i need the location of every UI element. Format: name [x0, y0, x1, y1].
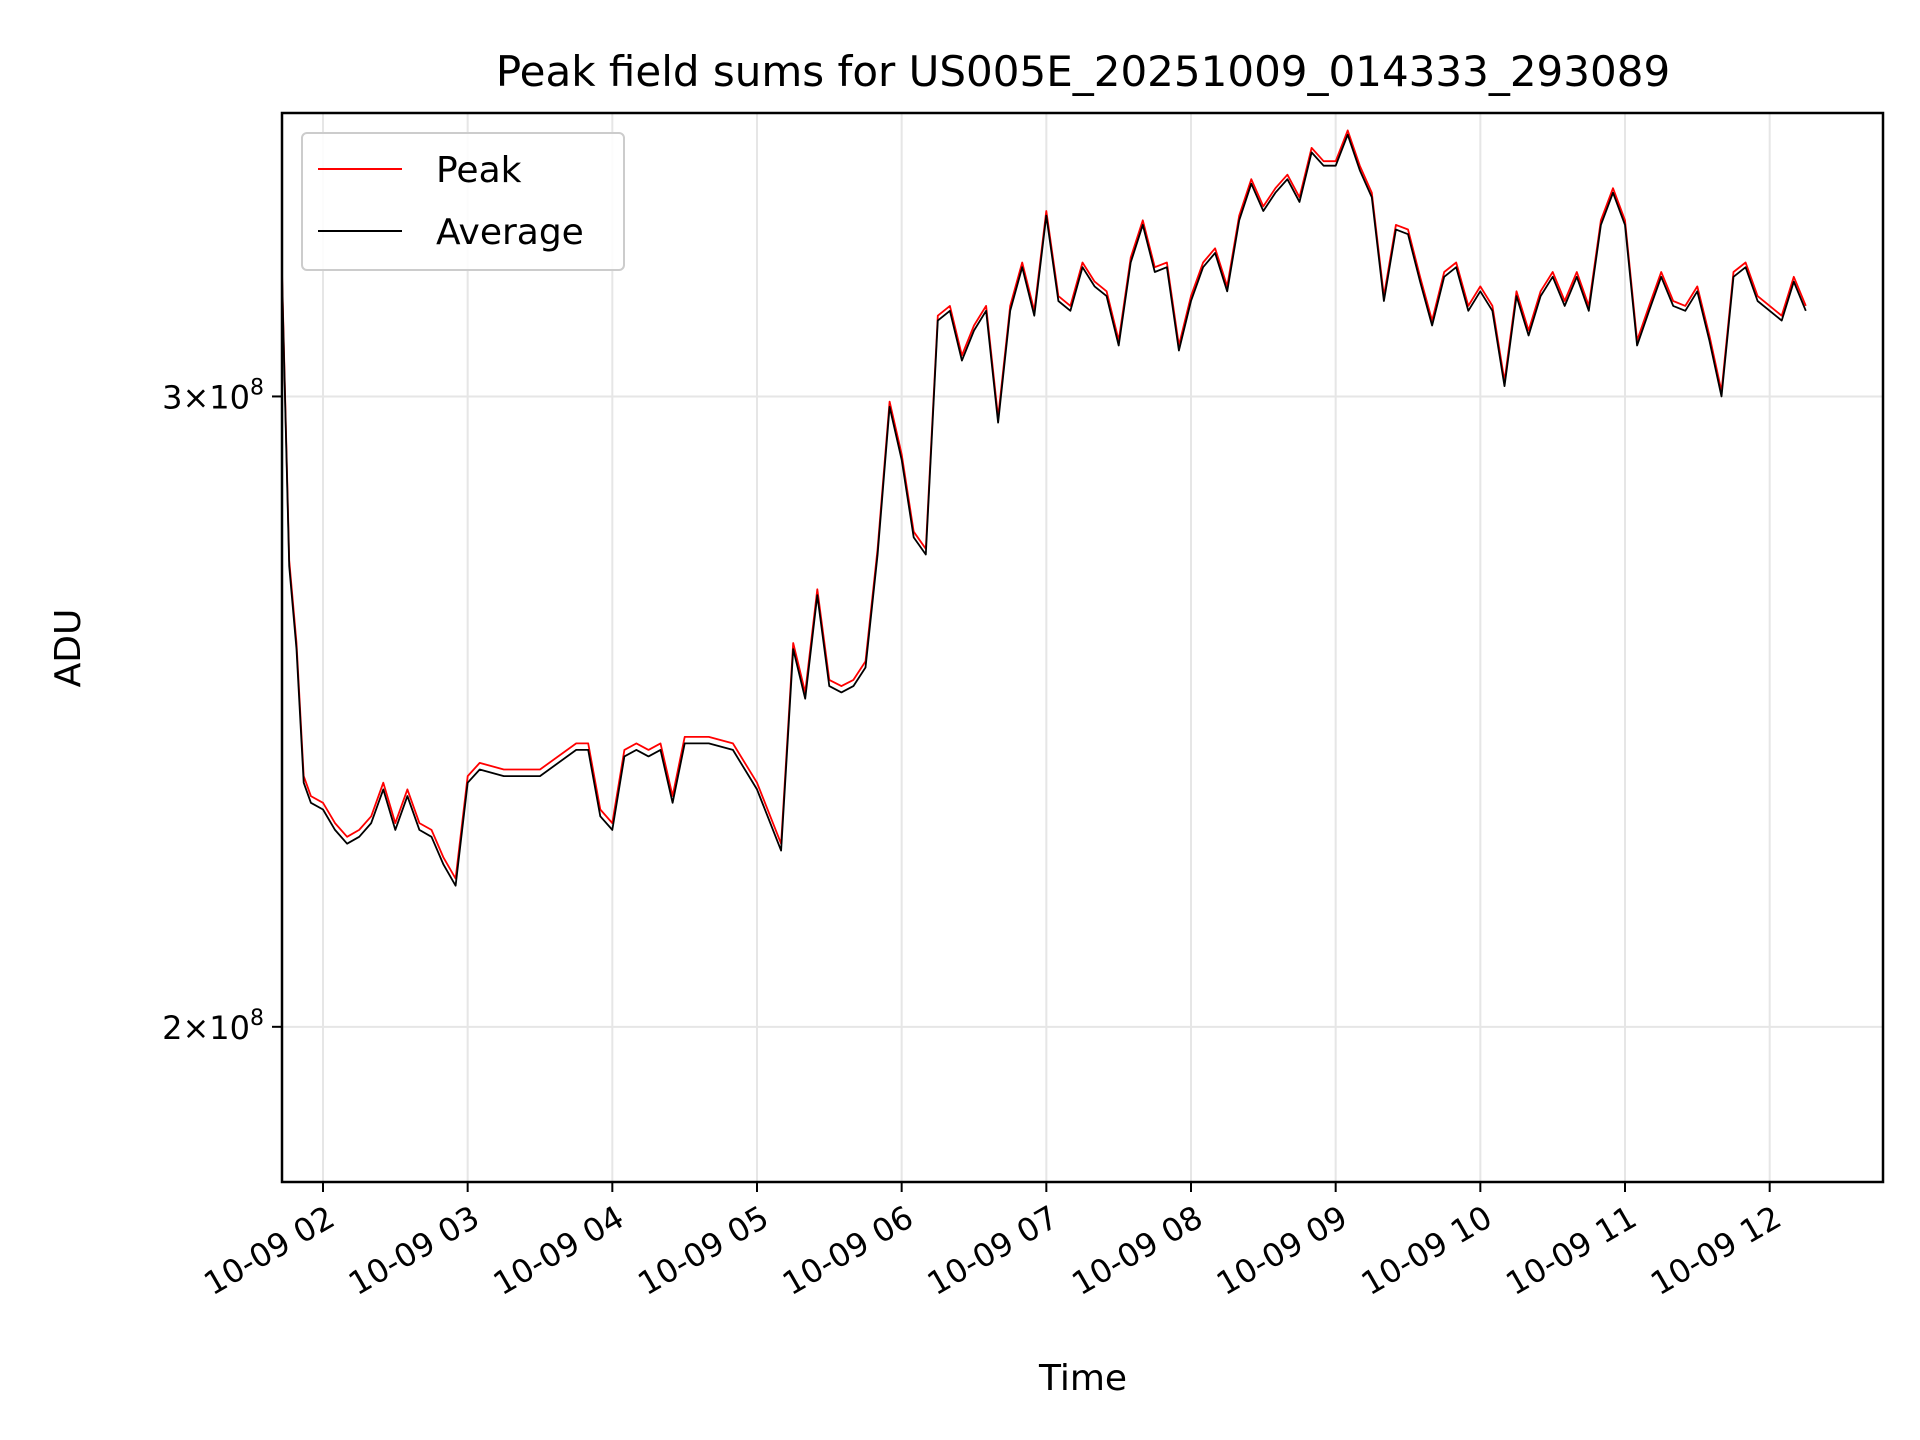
y-tick-label: 2×108	[162, 1006, 264, 1047]
legend: Peak Average	[301, 132, 625, 271]
series-line-peak	[281, 129, 1807, 880]
y-tick-base: 10	[209, 1009, 250, 1047]
chart-title: Peak field sums for US005E_20251009_0143…	[496, 47, 1670, 96]
series-lines	[281, 129, 1807, 887]
y-tick-label: 3×108	[162, 375, 264, 416]
y-tick-times: ×	[182, 1009, 209, 1047]
y-axis-label: ADU	[48, 609, 89, 688]
legend-label-peak: Peak	[436, 150, 522, 191]
legend-box	[301, 132, 625, 271]
series-line-average	[281, 133, 1807, 887]
plot-frame	[280, 111, 1885, 1184]
y-tick-exponent: 8	[250, 1006, 264, 1031]
y-tick-mantissa: 3	[162, 378, 182, 416]
y-tick-times: ×	[182, 378, 209, 416]
legend-label-average: Average	[436, 212, 584, 253]
y-tick-mantissa: 2	[162, 1009, 182, 1047]
y-tick-base: 10	[209, 378, 250, 416]
x-axis-label: Time	[1038, 1358, 1127, 1399]
y-tick-exponent: 8	[250, 375, 264, 400]
